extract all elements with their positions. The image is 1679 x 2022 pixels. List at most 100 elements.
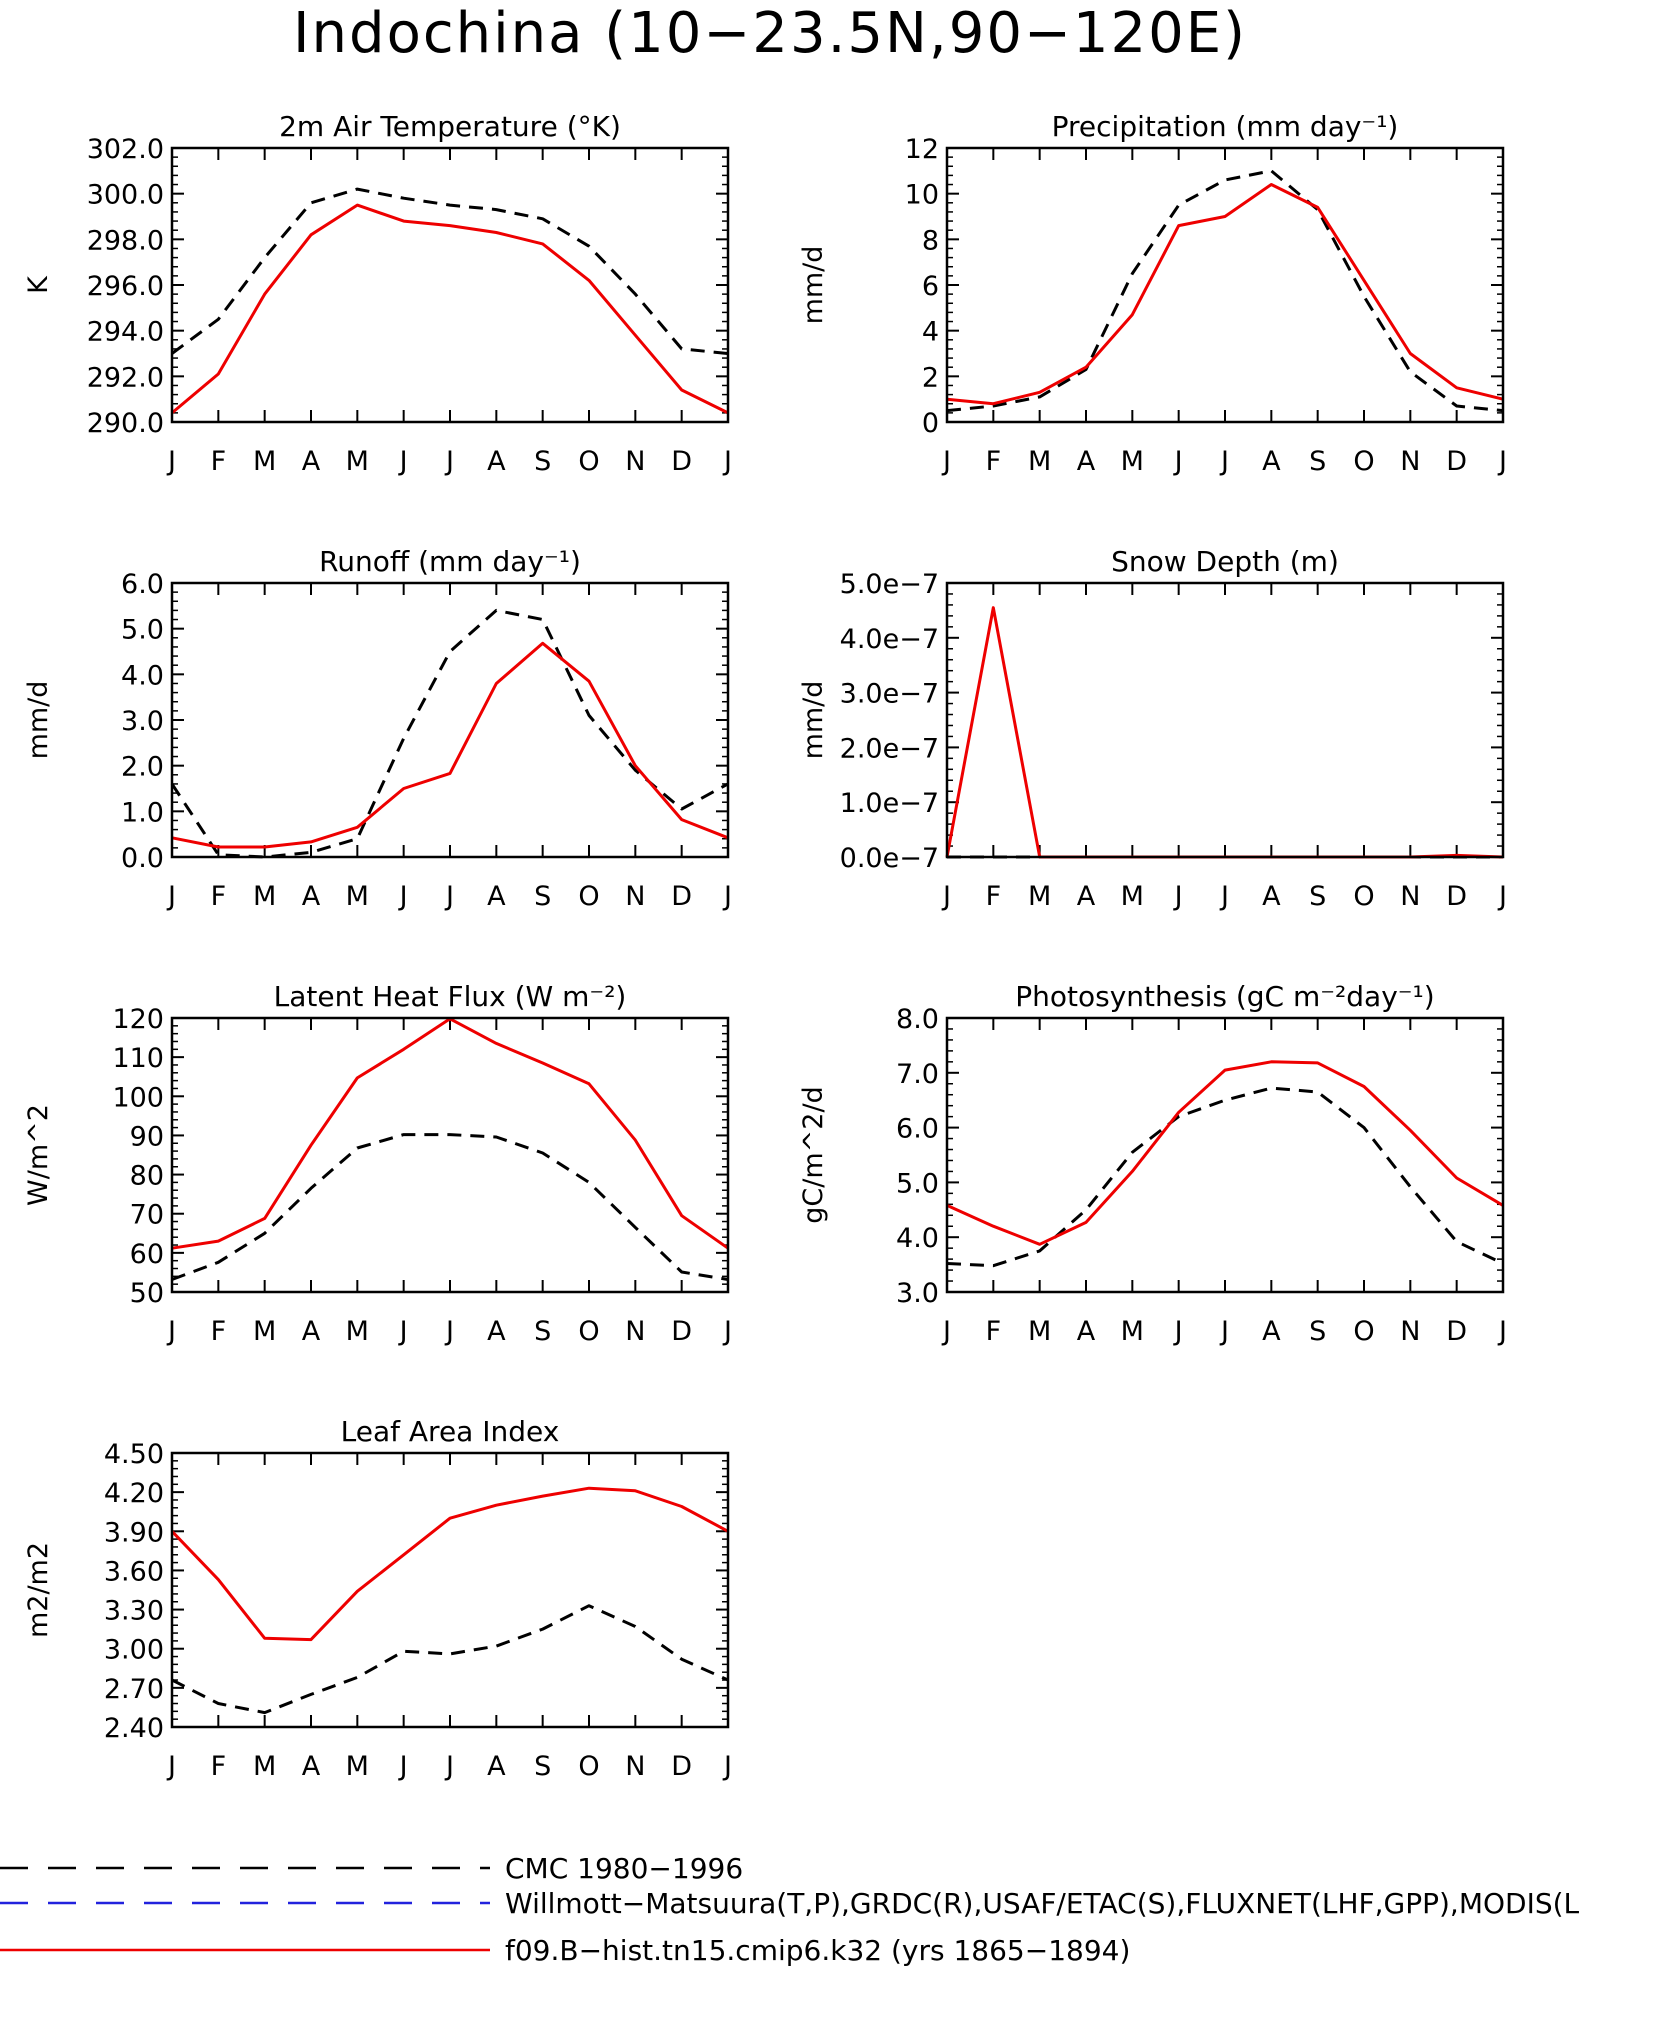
x-tick-label: S <box>534 446 551 477</box>
series-line-model <box>945 606 1504 859</box>
y-tick-label: 1.0e−7 <box>840 788 939 819</box>
x-tick-label: D <box>671 1751 692 1782</box>
x-tick-label: M <box>253 1751 276 1782</box>
x-tick-label: D <box>1446 1316 1467 1347</box>
plot-frame <box>170 1016 730 1294</box>
y-tick-label: 300.0 <box>87 180 164 211</box>
x-tick-label: J <box>166 1751 176 1782</box>
x-tick-label: S <box>1309 1316 1326 1347</box>
plot-frame <box>945 581 1505 859</box>
panel-5: Latent Heat Flux (W m⁻²) W/m^2 50 60 70 80 90 1… <box>23 980 732 1347</box>
x-tick-label: J <box>1497 1316 1507 1347</box>
series-line-cmc <box>171 1604 729 1715</box>
y-tick-label: 60 <box>130 1239 164 1270</box>
panel-6: Photosynthesis (gC m⁻²day⁻¹) gC/m^2/d 3.0 4… <box>798 980 1507 1347</box>
x-tick-label: M <box>1121 1316 1144 1347</box>
x-tick-label: J <box>166 881 176 912</box>
x-tick-label: F <box>211 881 227 912</box>
plot-frame <box>170 1451 730 1729</box>
y-tick-label: 4.50 <box>104 1439 164 1470</box>
y-tick-label: 2.70 <box>104 1674 164 1705</box>
x-tick-label: F <box>211 1751 227 1782</box>
series-line-model <box>946 183 1504 406</box>
x-tick-label: J <box>722 881 732 912</box>
plot-frame <box>945 1016 1505 1294</box>
x-tick-label: M <box>1121 446 1144 477</box>
x-tick-label: N <box>1400 446 1420 477</box>
legend-entry-3: f09.B−hist.tn15.cmip6.k32 (yrs 1865−1894… <box>0 1934 1130 1967</box>
x-tick-label: S <box>1309 881 1326 912</box>
x-tick-label: S <box>534 1316 551 1347</box>
x-tick-label: F <box>211 1316 227 1347</box>
x-tick-label: J <box>444 881 454 912</box>
series-line-model <box>171 203 729 415</box>
y-tick-label: 2.0 <box>121 752 164 783</box>
x-tick-label: A <box>1077 1316 1096 1347</box>
x-tick-label: J <box>398 1751 408 1782</box>
x-tick-label: M <box>346 1316 369 1347</box>
x-tick-label: J <box>398 1316 408 1347</box>
x-tick-label: J <box>722 446 732 477</box>
x-tick-label: J <box>1219 881 1229 912</box>
x-tick-label: M <box>1028 1316 1051 1347</box>
x-tick-label: N <box>625 1316 645 1347</box>
y-tick-label: 3.90 <box>104 1517 164 1548</box>
x-tick-label: A <box>1262 881 1281 912</box>
x-tick-label: J <box>166 1316 176 1347</box>
legend-label: CMC 1980−1996 <box>505 1852 743 1885</box>
y-tick-label: 80 <box>130 1161 164 1192</box>
x-tick-label: J <box>444 1751 454 1782</box>
y-tick-label: 0.0e−7 <box>840 843 939 874</box>
legend-label: f09.B−hist.tn15.cmip6.k32 (yrs 1865−1894… <box>505 1934 1130 1967</box>
x-tick-label: O <box>578 446 599 477</box>
x-tick-label: J <box>722 1751 732 1782</box>
x-tick-label: O <box>1353 881 1374 912</box>
x-tick-label: A <box>1077 446 1096 477</box>
x-tick-label: J <box>1173 1316 1183 1347</box>
x-tick-label: J <box>941 1316 951 1347</box>
x-tick-label: J <box>444 1316 454 1347</box>
plot-frame <box>945 146 1505 424</box>
x-tick-label: O <box>578 881 599 912</box>
y-tick-label: 4.0 <box>121 660 164 691</box>
y-tick-label: 5.0 <box>896 1168 939 1199</box>
x-tick-label: M <box>346 446 369 477</box>
y-tick-label: 6 <box>922 271 939 302</box>
x-tick-label: M <box>1028 446 1051 477</box>
y-tick-label: 4 <box>922 317 939 348</box>
panel-title: Snow Depth (m) <box>1111 545 1339 578</box>
x-tick-label: A <box>487 1316 506 1347</box>
series-line-cmc <box>946 169 1504 413</box>
x-tick-label: J <box>722 1316 732 1347</box>
panel-title: 2m Air Temperature (°K) <box>279 110 621 143</box>
x-tick-label: N <box>1400 881 1420 912</box>
x-tick-label: S <box>534 1751 551 1782</box>
x-tick-label: N <box>625 1751 645 1782</box>
y-tick-label: 4.0e−7 <box>840 624 939 655</box>
panel-7: Leaf Area Index m2/m2 2.40 2.70 3.00 3.30 3.60… <box>23 1415 732 1782</box>
x-tick-label: S <box>1309 446 1326 477</box>
x-tick-label: A <box>302 1751 321 1782</box>
x-tick-label: M <box>253 1316 276 1347</box>
x-tick-label: A <box>487 1751 506 1782</box>
y-tick-label: 4.0 <box>896 1223 939 1254</box>
y-tick-label: 5.0 <box>121 615 164 646</box>
x-tick-label: D <box>671 881 692 912</box>
x-tick-label: D <box>1446 881 1467 912</box>
y-axis-label: mm/d <box>23 681 54 760</box>
x-tick-label: S <box>534 881 551 912</box>
x-tick-label: M <box>346 881 369 912</box>
x-tick-label: J <box>1497 881 1507 912</box>
x-tick-label: F <box>986 881 1002 912</box>
panel-title: Leaf Area Index <box>341 1415 560 1448</box>
panel-3: Runoff (mm day⁻¹) mm/d 0.0 1.0 2.0 3.0 4.0 5.0 6… <box>23 545 732 912</box>
x-tick-label: F <box>986 446 1002 477</box>
series-line-model <box>946 1060 1504 1246</box>
x-tick-label: M <box>346 1751 369 1782</box>
x-tick-label: A <box>302 881 321 912</box>
y-tick-label: 2.40 <box>104 1713 164 1744</box>
y-axis-label: mm/d <box>798 246 829 325</box>
y-tick-label: 294.0 <box>87 317 164 348</box>
panel-4: Snow Depth (m) mm/d 0.0e−7 1.0e−7 2.0e−7 3.0e… <box>798 545 1507 912</box>
